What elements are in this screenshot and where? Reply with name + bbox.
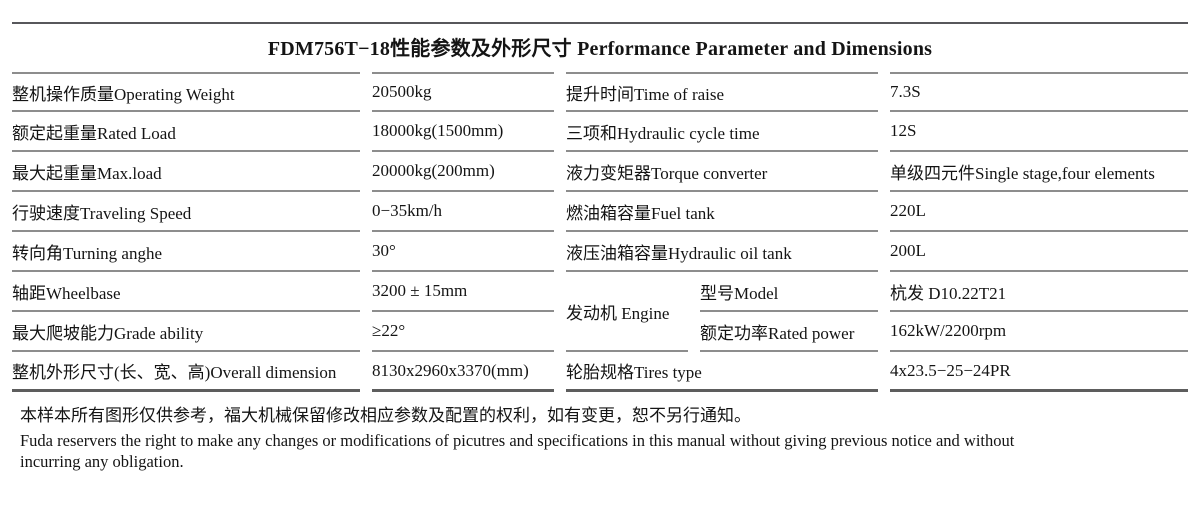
spec-value: 7.3S xyxy=(890,72,1188,112)
table-row: 最大爬坡能力Grade ability ≥22° 额定功率Rated power… xyxy=(12,312,1188,352)
spec-value: ≥22° xyxy=(372,312,554,352)
spec-value: 220L xyxy=(890,192,1188,232)
spec-label: 行驶速度Traveling Speed xyxy=(12,192,360,232)
spec-value: 162kW/2200rpm xyxy=(890,312,1188,352)
spec-label: 最大爬坡能力Grade ability xyxy=(12,312,360,352)
table-row: 轴距Wheelbase 3200 ± 15mm 发动机 Engine 型号Mod… xyxy=(12,272,1188,352)
spec-value: 12S xyxy=(890,112,1188,152)
spec-value: 30° xyxy=(372,232,554,272)
performance-parameters-table: 整机操作质量Operating Weight 20500kg 提升时间Time … xyxy=(0,72,1200,392)
table-row: 行驶速度Traveling Speed 0−35km/h 燃油箱容量Fuel t… xyxy=(12,192,1188,232)
spec-value: 20500kg xyxy=(372,72,554,112)
page-title: FDM756T−18性能参数及外形尺寸 Performance Paramete… xyxy=(267,38,933,60)
spec-label: 燃油箱容量Fuel tank xyxy=(566,192,878,232)
spec-label: 液压油箱容量Hydraulic oil tank xyxy=(566,232,878,272)
disclaimer-footer: 本样本所有图形仅供参考，福大机械保留修改相应参数及配置的权利，如有变更，恕不另行… xyxy=(12,405,1188,472)
spec-label: 整机操作质量Operating Weight xyxy=(12,72,360,112)
table-row: 额定起重量Rated Load 18000kg(1500mm) 三项和Hydra… xyxy=(12,112,1188,152)
spec-label: 额定起重量Rated Load xyxy=(12,112,360,152)
spec-sublabel: 额定功率Rated power xyxy=(700,312,878,352)
spec-value: 0−35km/h xyxy=(372,192,554,232)
table-row: 整机外形尺寸(长、宽、高)Overall dimension 8130x2960… xyxy=(12,352,1188,392)
spec-value: 4x23.5−25−24PR xyxy=(890,352,1188,392)
spec-label: 转向角Turning anghe xyxy=(12,232,360,272)
engine-group-label: 发动机 Engine xyxy=(566,272,688,352)
disclaimer-english-line1: Fuda reservers the right to make any cha… xyxy=(20,431,1015,450)
spec-value: 18000kg(1500mm) xyxy=(372,112,554,152)
disclaimer-chinese: 本样本所有图形仅供参考，福大机械保留修改相应参数及配置的权利，如有变更，恕不另行… xyxy=(20,406,751,425)
spec-label: 三项和Hydraulic cycle time xyxy=(566,112,878,152)
table-row: 转向角Turning anghe 30° 液压油箱容量Hydraulic oil… xyxy=(12,232,1188,272)
spec-label: 液力变矩器Torque converter xyxy=(566,152,878,192)
spec-sublabel: 型号Model xyxy=(700,272,878,312)
spec-label: 最大起重量Max.load xyxy=(12,152,360,192)
spec-value: 8130x2960x3370(mm) xyxy=(372,352,554,392)
spec-value: 200L xyxy=(890,232,1188,272)
spec-value: 3200 ± 15mm xyxy=(372,272,554,312)
table-row: 整机操作质量Operating Weight 20500kg 提升时间Time … xyxy=(12,72,1188,112)
spec-label: 整机外形尺寸(长、宽、高)Overall dimension xyxy=(12,352,360,392)
spec-value: 单级四元件Single stage,four elements xyxy=(890,152,1188,192)
disclaimer-english-line2: incurring any obligation. xyxy=(20,452,184,471)
spec-value: 杭发 D10.22T21 xyxy=(890,272,1188,312)
table-row: 最大起重量Max.load 20000kg(200mm) 液力变矩器Torque… xyxy=(12,152,1188,192)
spec-sheet-page: FDM756T−18性能参数及外形尺寸 Performance Paramete… xyxy=(0,22,1200,530)
spec-value: 20000kg(200mm) xyxy=(372,152,554,192)
spec-label: 轮胎规格Tires type xyxy=(566,352,878,392)
top-rule xyxy=(12,22,1188,24)
spec-label: 轴距Wheelbase xyxy=(12,272,360,312)
spec-label: 提升时间Time of raise xyxy=(566,72,878,112)
